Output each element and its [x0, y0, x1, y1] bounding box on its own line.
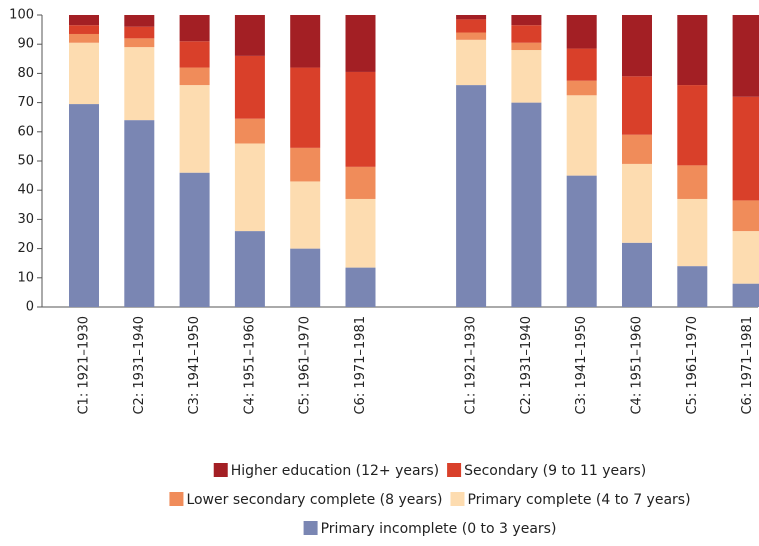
legend-label: Primary complete (4 to 7 years): [467, 492, 690, 508]
x-tick-label: C6: 1971–1981: [740, 316, 755, 415]
bar-segment: [179, 67, 210, 86]
bar-segment: [179, 41, 210, 68]
bar-segment: [345, 166, 376, 199]
bar-segment: [622, 242, 652, 307]
bar-segment: [732, 231, 759, 284]
legend-label: Secondary (9 to 11 years): [464, 463, 646, 479]
bar-segment: [124, 38, 155, 48]
bar-segment: [677, 266, 708, 307]
bar-segment: [234, 55, 265, 119]
bar-segment: [345, 198, 376, 268]
bar-segment: [511, 25, 542, 43]
bar-segment: [345, 71, 376, 167]
bar-segment: [234, 15, 265, 56]
bar-segment: [732, 15, 759, 97]
bar-segment: [677, 198, 708, 267]
y-tick-label: 50: [17, 154, 34, 169]
bar-segment: [69, 15, 99, 26]
bar-segment: [290, 15, 321, 68]
bar-segment: [345, 15, 376, 72]
y-tick-label: 40: [17, 183, 34, 198]
bar-segment: [290, 248, 321, 307]
bar-segment: [69, 104, 99, 307]
bar-segment: [566, 80, 597, 96]
bar-segment: [234, 231, 265, 307]
bar-segment: [566, 175, 597, 307]
x-tick-label: C1: 1921–1930: [77, 316, 92, 415]
bar-segment: [124, 47, 155, 121]
bar-segment: [677, 165, 708, 199]
bar-segment: [456, 15, 487, 20]
bar-segment: [622, 163, 652, 243]
bar-segment: [69, 33, 99, 43]
bar-segment: [124, 120, 155, 308]
y-tick-label: 70: [17, 95, 34, 110]
legend-label: Higher education (12+ years): [231, 463, 439, 479]
bar-segment: [511, 102, 542, 307]
bar-segment: [566, 15, 597, 49]
bar-segment: [124, 15, 155, 27]
bar-segment: [622, 134, 652, 164]
bar-segment: [732, 283, 759, 307]
x-tick-label: C2: 1931–1940: [519, 316, 534, 415]
x-tick-label: C6: 1971–1981: [353, 316, 368, 415]
bar-segment: [124, 26, 155, 39]
bar-segment: [732, 96, 759, 201]
x-tick-label: C3: 1941–1950: [574, 316, 589, 415]
bar-segment: [622, 76, 652, 135]
x-tick-label: C1: 1921–1930: [464, 316, 479, 415]
y-tick-label: 90: [17, 37, 34, 52]
x-tick-label: C5: 1961–1970: [298, 316, 313, 415]
x-tick-label: C3: 1941–1950: [187, 316, 202, 415]
legend-swatch: [169, 492, 184, 506]
legend-swatch: [447, 463, 462, 477]
bar-segment: [456, 32, 487, 40]
x-tick-label: C5: 1961–1970: [685, 316, 700, 415]
y-tick-label: 60: [17, 124, 34, 139]
bar-segment: [179, 85, 210, 173]
y-tick-label: 20: [17, 241, 34, 256]
bar-segment: [732, 200, 759, 232]
bar-segment: [69, 25, 99, 34]
bar-segment: [511, 42, 542, 51]
bar-segment: [234, 118, 265, 144]
legend-swatch: [213, 463, 228, 477]
y-tick-label: 10: [17, 270, 34, 285]
legend-label: Lower secondary complete (8 years): [186, 492, 442, 508]
y-tick-label: 0: [26, 300, 34, 315]
bar-segment: [345, 267, 376, 307]
bar-segment: [290, 147, 321, 182]
bar-segment: [290, 67, 321, 148]
y-tick-label: 30: [17, 212, 34, 227]
x-tick-label: C4: 1951–1960: [630, 316, 645, 415]
bar-segment: [622, 15, 652, 77]
bar-segment: [677, 85, 708, 166]
legend-swatch: [303, 521, 318, 535]
legend-swatch: [450, 492, 465, 506]
bar-segment: [456, 39, 487, 86]
legend-label: Primary incomplete (0 to 3 years): [321, 521, 557, 537]
bar-segment: [511, 50, 542, 103]
bar-segment: [456, 19, 487, 33]
bar-segment: [511, 15, 542, 26]
y-tick-label: 80: [17, 66, 34, 81]
bar-segment: [677, 15, 708, 86]
bar-segment: [566, 95, 597, 176]
y-tick-label: 100: [9, 8, 34, 23]
x-tick-label: C2: 1931–1940: [132, 316, 147, 415]
bar-segment: [179, 172, 210, 307]
bar-segment: [456, 85, 487, 307]
bar-segment: [290, 181, 321, 249]
x-tick-label: C4: 1951–1960: [242, 316, 257, 415]
bar-segment: [234, 143, 265, 232]
bar-segment: [179, 15, 210, 42]
bar-segment: [566, 48, 597, 81]
bar-segment: [69, 42, 99, 105]
